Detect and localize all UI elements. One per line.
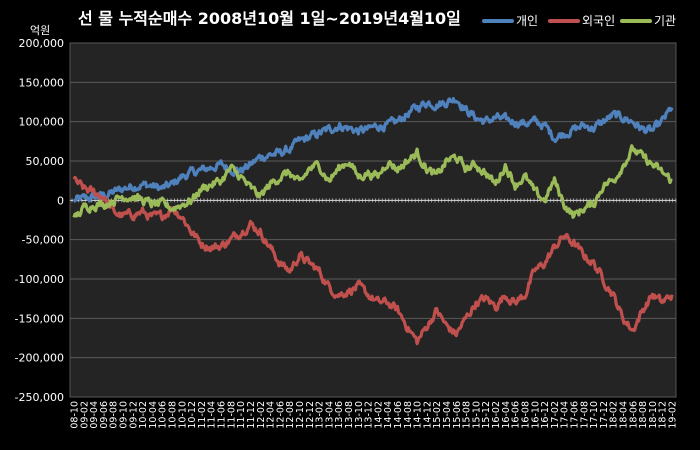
- x-tick-label: 11-06: [217, 401, 228, 429]
- y-tick-label: -250,000: [15, 391, 64, 404]
- x-tick-label: 13-02: [315, 401, 326, 429]
- x-tick-label: 11-10: [236, 401, 247, 429]
- x-tick-label: 09-04: [89, 401, 100, 429]
- x-tick-label: 10-02: [138, 401, 149, 429]
- x-tick-label: 13-08: [344, 401, 355, 429]
- x-tick-label: 17-08: [579, 401, 590, 429]
- x-tick-label: 10-10: [177, 401, 188, 429]
- x-axis-ticks: 08-1009-0209-0409-0609-0809-1009-1210-02…: [70, 401, 679, 429]
- legend: 개인 외국인 기관: [482, 14, 676, 28]
- x-tick-label: 13-12: [364, 401, 375, 429]
- x-tick-label: 12-08: [285, 401, 296, 429]
- x-tick-label: 11-12: [246, 401, 257, 429]
- x-tick-label: 09-10: [119, 401, 130, 429]
- x-tick-label: 17-04: [560, 401, 571, 429]
- x-tick-label: 18-08: [638, 401, 649, 429]
- x-tick-label: 12-02: [256, 401, 267, 429]
- x-tick-label: 09-12: [128, 401, 139, 429]
- x-tick-label: 09-02: [79, 401, 90, 429]
- legend-label: 기관: [654, 14, 676, 28]
- y-tick-label: -200,000: [15, 352, 64, 365]
- x-tick-label: 15-04: [442, 401, 453, 429]
- x-tick-label: 18-04: [618, 401, 629, 429]
- x-tick-label: 10-04: [148, 401, 159, 429]
- series-line-0: [72, 97, 674, 203]
- legend-label: 외국인: [582, 14, 615, 28]
- x-tick-label: 09-08: [109, 401, 120, 429]
- x-tick-label: 10-06: [158, 401, 169, 429]
- x-tick-label: 13-06: [334, 401, 345, 429]
- y-tick-label: -150,000: [15, 312, 64, 325]
- x-tick-label: 15-08: [462, 401, 473, 429]
- x-tick-label: 16-08: [520, 401, 531, 429]
- x-tick-label: 18-06: [628, 401, 639, 429]
- y-tick-label: 100,000: [19, 116, 65, 129]
- x-tick-label: 08-10: [70, 401, 81, 429]
- x-tick-label: 15-10: [471, 401, 482, 429]
- legend-label: 개인: [516, 14, 538, 28]
- chart-title: 선 물 누적순매수 2008년10월 1일~2019년4월10일: [78, 9, 461, 28]
- x-tick-label: 18-12: [658, 401, 669, 429]
- x-tick-label: 17-06: [569, 401, 580, 429]
- y-tick-label: 200,000: [19, 37, 65, 50]
- x-tick-label: 15-12: [481, 401, 492, 429]
- x-tick-label: 15-02: [432, 401, 443, 429]
- plot-area: [69, 42, 677, 398]
- x-tick-label: 11-04: [207, 401, 218, 429]
- x-tick-label: 19-02: [668, 401, 679, 429]
- x-tick-label: 14-02: [373, 401, 384, 429]
- x-tick-label: 09-06: [99, 401, 110, 429]
- x-tick-label: 12-12: [305, 401, 316, 429]
- x-tick-label: 17-10: [589, 401, 600, 429]
- series-lines: [72, 97, 674, 346]
- x-tick-label: 15-06: [452, 401, 463, 429]
- x-tick-label: 18-10: [648, 401, 659, 429]
- x-tick-label: 16-10: [530, 401, 541, 429]
- x-tick-label: 14-12: [422, 401, 433, 429]
- x-tick-label: 16-04: [501, 401, 512, 429]
- y-tick-label: -50,000: [22, 234, 64, 247]
- series-line-2: [72, 144, 673, 219]
- x-tick-label: 11-08: [226, 401, 237, 429]
- gridlines: [70, 42, 676, 398]
- x-tick-label: 12-10: [295, 401, 306, 429]
- y-tick-label: -100,000: [15, 273, 64, 286]
- x-tick-label: 17-12: [599, 401, 610, 429]
- y-axis-unit-label: 억원: [30, 24, 50, 37]
- x-tick-label: 13-10: [354, 401, 365, 429]
- x-tick-label: 16-02: [491, 401, 502, 429]
- x-tick-label: 17-02: [550, 401, 561, 429]
- y-tick-label: 0: [57, 194, 64, 207]
- x-tick-label: 10-12: [187, 401, 198, 429]
- x-tick-label: 16-06: [511, 401, 522, 429]
- x-tick-label: 14-06: [393, 401, 404, 429]
- y-tick-label: 150,000: [19, 76, 65, 89]
- x-tick-label: 11-02: [197, 401, 208, 429]
- x-tick-label: 13-04: [324, 401, 335, 429]
- x-tick-label: 10-08: [168, 401, 179, 429]
- x-tick-label: 12-04: [266, 401, 277, 429]
- x-tick-label: 14-10: [413, 401, 424, 429]
- x-tick-label: 16-12: [540, 401, 551, 429]
- x-tick-label: 18-02: [609, 401, 620, 429]
- x-tick-label: 12-06: [275, 401, 286, 429]
- y-axis-ticks: -250,000 -200,000 -150,000 -100,000 -50,000 0…: [15, 37, 64, 404]
- x-tick-label: 14-04: [383, 401, 394, 429]
- x-tick-label: 14-08: [403, 401, 414, 429]
- y-tick-label: 50,000: [26, 155, 65, 168]
